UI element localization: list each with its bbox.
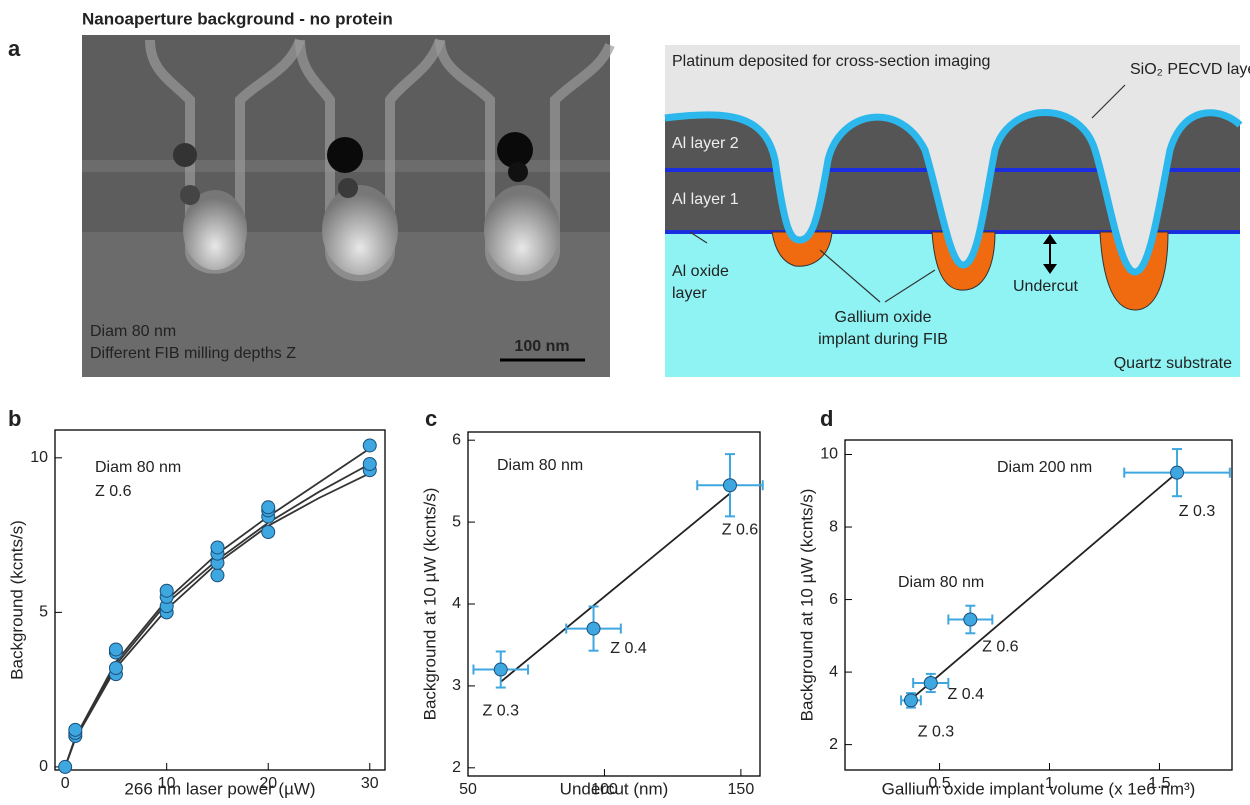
point-label: Z 0.3 — [1179, 503, 1216, 520]
y-tick-label: 6 — [829, 591, 838, 608]
y-tick-label: 6 — [452, 431, 461, 448]
data-point — [722, 478, 737, 493]
panel-label: a — [8, 36, 21, 61]
data-point — [923, 675, 938, 690]
annotation: Diam 80 nm — [898, 574, 984, 591]
y-tick-label: 2 — [452, 759, 461, 776]
point-label: Z 0.3 — [918, 724, 955, 741]
y-tick-label: 5 — [452, 513, 461, 530]
x-tick-label: 50 — [459, 781, 477, 798]
data-point — [493, 662, 508, 677]
y-axis-label: Background at 10 µW (kcnts/s) — [420, 488, 439, 721]
image-caption: Different FIB milling depths Z — [90, 345, 296, 362]
point-label: Z 0.4 — [610, 640, 647, 657]
diagram-label: Gallium oxide — [835, 309, 932, 326]
x-tick-label: 20 — [259, 775, 277, 792]
diagram-label: layer — [672, 285, 707, 302]
data-point — [58, 759, 73, 774]
x-tick-label: 10 — [158, 775, 176, 792]
fit-line — [500, 492, 731, 683]
annotation: Z 0.6 — [95, 483, 132, 500]
plot-frame — [844, 439, 1233, 771]
diagram-label: SiO₂ PECVD layer — [1130, 61, 1250, 78]
x-tick-label: 1.5 — [1148, 775, 1170, 792]
y-tick-label: 8 — [829, 518, 838, 535]
panel-label: c — [425, 406, 437, 431]
y-axis-label: Background (kcnts/s) — [7, 520, 26, 680]
fit-line — [64, 472, 371, 768]
y-tick-label: 4 — [829, 663, 838, 680]
x-axis-label: Undercut (nm) — [560, 779, 669, 798]
diagram-label: Undercut — [1013, 278, 1078, 295]
plot-frame — [467, 431, 761, 777]
data-point — [108, 661, 123, 675]
x-tick-label: 150 — [728, 781, 755, 798]
point-label: Z 0.3 — [483, 703, 520, 720]
point-label: Z 0.6 — [982, 639, 1019, 656]
diagram-label: Platinum deposited for cross-section ima… — [672, 53, 990, 70]
x-tick-label: 0 — [61, 775, 70, 792]
y-axis-label: Background at 10 µW (kcnts/s) — [797, 489, 816, 722]
data-point — [210, 568, 225, 583]
point-label: Z 0.4 — [948, 686, 985, 703]
y-tick-label: 2 — [829, 736, 838, 753]
data-point — [963, 612, 978, 627]
x-axis-label: Gallium oxide implant volume (x 1e6 nm³) — [882, 779, 1196, 798]
fit-line — [910, 471, 1178, 700]
scale-bar-label: 100 nm — [514, 338, 569, 355]
diagram-label: Al layer 2 — [672, 135, 739, 152]
x-tick-label: 1 — [1045, 775, 1054, 792]
data-point — [362, 438, 377, 453]
y-tick-label: 5 — [39, 604, 48, 621]
data-point — [261, 500, 276, 515]
data-point — [210, 540, 225, 555]
plot-frame — [54, 429, 386, 771]
x-tick-label: 100 — [591, 781, 618, 798]
data-point — [1170, 465, 1185, 480]
y-tick-label: 0 — [39, 758, 48, 775]
y-tick-label: 4 — [452, 595, 461, 612]
sem-image — [82, 35, 615, 377]
annotation: Diam 80 nm — [497, 457, 583, 474]
data-point — [159, 583, 174, 598]
fit-line — [64, 463, 371, 768]
image-caption: Diam 80 nm — [90, 323, 176, 340]
diagram-label: Quartz substrate — [1114, 355, 1232, 372]
diagram-label: Al oxide — [672, 263, 729, 280]
panel-label: d — [820, 406, 833, 431]
data-point — [586, 621, 601, 636]
x-tick-label: 0.5 — [928, 775, 950, 792]
annotation: Diam 80 nm — [95, 459, 181, 476]
y-tick-label: 10 — [30, 449, 48, 466]
diagram-label: Al layer 1 — [672, 191, 739, 208]
annotation: Diam 200 nm — [997, 459, 1092, 476]
panel-label: b — [8, 406, 21, 431]
data-point — [68, 722, 83, 737]
figure-title: Nanoaperture background - no protein — [82, 9, 393, 28]
data-point — [108, 642, 123, 657]
diagram-label: implant during FIB — [818, 331, 948, 348]
data-point — [362, 457, 377, 471]
data-point — [903, 693, 918, 708]
point-label: Z 0.6 — [722, 521, 759, 538]
y-tick-label: 3 — [452, 677, 461, 694]
cross-section-diagram — [664, 45, 1243, 377]
data-point — [261, 525, 276, 539]
x-axis-label: 266 nm laser power (µW) — [124, 779, 315, 798]
y-tick-label: 10 — [820, 446, 838, 463]
x-tick-label: 30 — [361, 775, 379, 792]
